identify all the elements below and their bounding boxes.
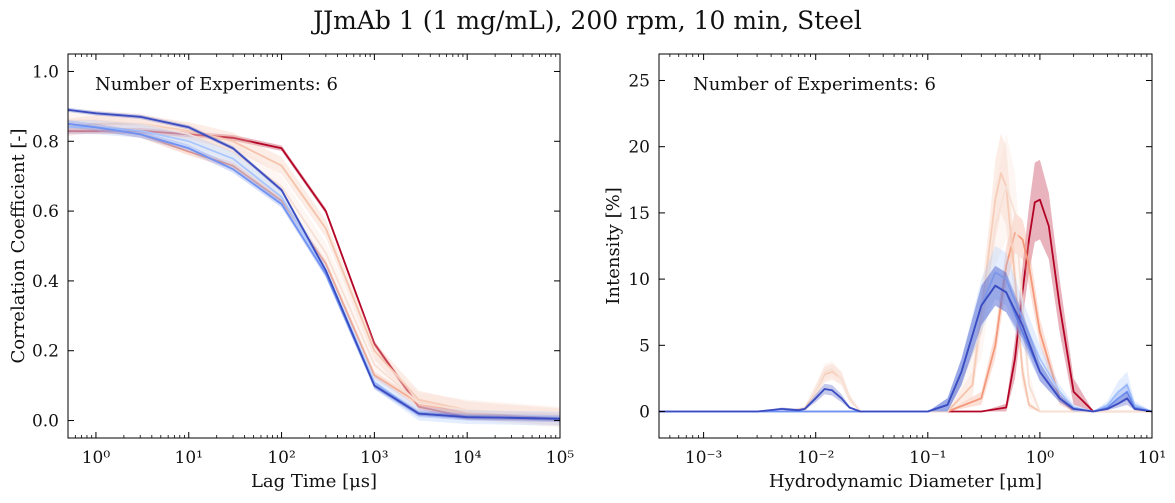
left-chart-y-tick-label: 0.0: [32, 412, 59, 432]
left-chart-y-tick-label: 0.6: [32, 202, 59, 222]
right-chart-series-band-2: [659, 133, 1152, 412]
right-chart-y-tick-label: 20: [628, 138, 650, 158]
left-chart-y-tick-label: 0.4: [32, 272, 59, 292]
left-chart-series-band-2: [68, 115, 560, 426]
left-chart-series-line-5: [68, 122, 560, 420]
right-chart-y-tick-label: 25: [628, 71, 650, 91]
right-chart-x-tick-label: 10¹: [1138, 448, 1166, 468]
left-chart-series-line-1: [68, 126, 560, 418]
left-chart-series-line-3: [68, 119, 560, 418]
left-chart-x-tick-label: 10²: [267, 448, 295, 468]
left-chart-series-line-2: [68, 122, 560, 418]
left-chart-series-band-0: [68, 128, 560, 422]
left-chart-x-tick-label: 10⁵: [546, 448, 575, 468]
left-chart-series-band-1: [68, 123, 560, 421]
figure-title: JJmAb 1 (1 mg/mL), 200 rpm, 10 min, Stee…: [313, 6, 862, 35]
right-chart-series-band-1: [659, 212, 1152, 412]
right-chart-series-band-0: [659, 159, 1152, 412]
left-chart-annotation: Number of Experiments: 6: [95, 74, 338, 95]
right-chart-y-tick-label: 0: [639, 403, 650, 423]
right-chart: 10⁻³ 10⁻² 10⁻¹ 10⁰ 10¹ 0 5 10 15 20 25 Hydrodynamic…: [603, 53, 1166, 492]
right-chart-series-line-3: [659, 185, 1152, 413]
left-chart-x-tick-label: 10⁴: [453, 448, 482, 468]
left-chart-y-tick-label: 1.0: [32, 62, 59, 82]
right-chart-x-axis-label: Hydrodynamic Diameter [μm]: [769, 471, 1042, 492]
left-chart-series-line-4: [68, 126, 560, 420]
right-chart-series-line-6: [659, 284, 1152, 413]
left-chart-series-group: [68, 107, 560, 428]
left-chart-y-tick-label: 0.8: [32, 132, 59, 152]
left-chart-x-tick-label: 10³: [360, 448, 388, 468]
right-chart-annotation: Number of Experiments: 6: [693, 74, 936, 95]
left-chart-x-axis-label: Lag Time [μs]: [251, 471, 377, 492]
left-chart-series-line-0: [68, 129, 560, 420]
left-chart-series-band-5: [68, 120, 560, 423]
left-chart-x-tick-label: 10⁰: [82, 448, 111, 468]
right-chart-series-band-3: [659, 133, 1152, 412]
left-chart-series-band-3: [68, 109, 560, 428]
right-chart-y-tick-label: 5: [639, 336, 650, 356]
right-chart-y-axis-label: Intensity [%]: [603, 187, 624, 304]
left-chart-y-tick-label: 0.2: [32, 342, 59, 362]
right-chart-y-tick-label: 10: [628, 270, 650, 290]
left-chart-frame: [67, 53, 561, 439]
left-chart-x-tick-label: 10¹: [175, 448, 203, 468]
left-chart-series-band-6: [68, 107, 560, 421]
right-chart-series-line-2: [659, 172, 1152, 413]
left-chart-series-band-4: [68, 120, 560, 426]
left-chart-series-line-6: [68, 109, 560, 420]
right-chart-series-line-0: [659, 198, 1152, 413]
right-chart-series-line-1: [659, 231, 1152, 413]
right-chart-x-tick-label: 10⁻³: [685, 448, 722, 468]
right-chart-y-tick-label: 15: [628, 204, 650, 224]
right-chart-x-tick-label: 10⁻¹: [909, 448, 946, 468]
right-chart-x-tick-label: 10⁰: [1026, 448, 1055, 468]
left-chart-y-axis-label: Correlation Coefficient [-]: [8, 128, 29, 363]
right-chart-x-tick-label: 10⁻²: [797, 448, 834, 468]
left-chart: 10⁰ 10¹ 10² 10³ 10⁴ 10⁵ 0.0 0.2 0.4 0.6 0.8 1.0 Lag …: [8, 53, 575, 492]
right-chart-frame: [658, 53, 1153, 439]
right-chart-series-group: [659, 133, 1152, 413]
